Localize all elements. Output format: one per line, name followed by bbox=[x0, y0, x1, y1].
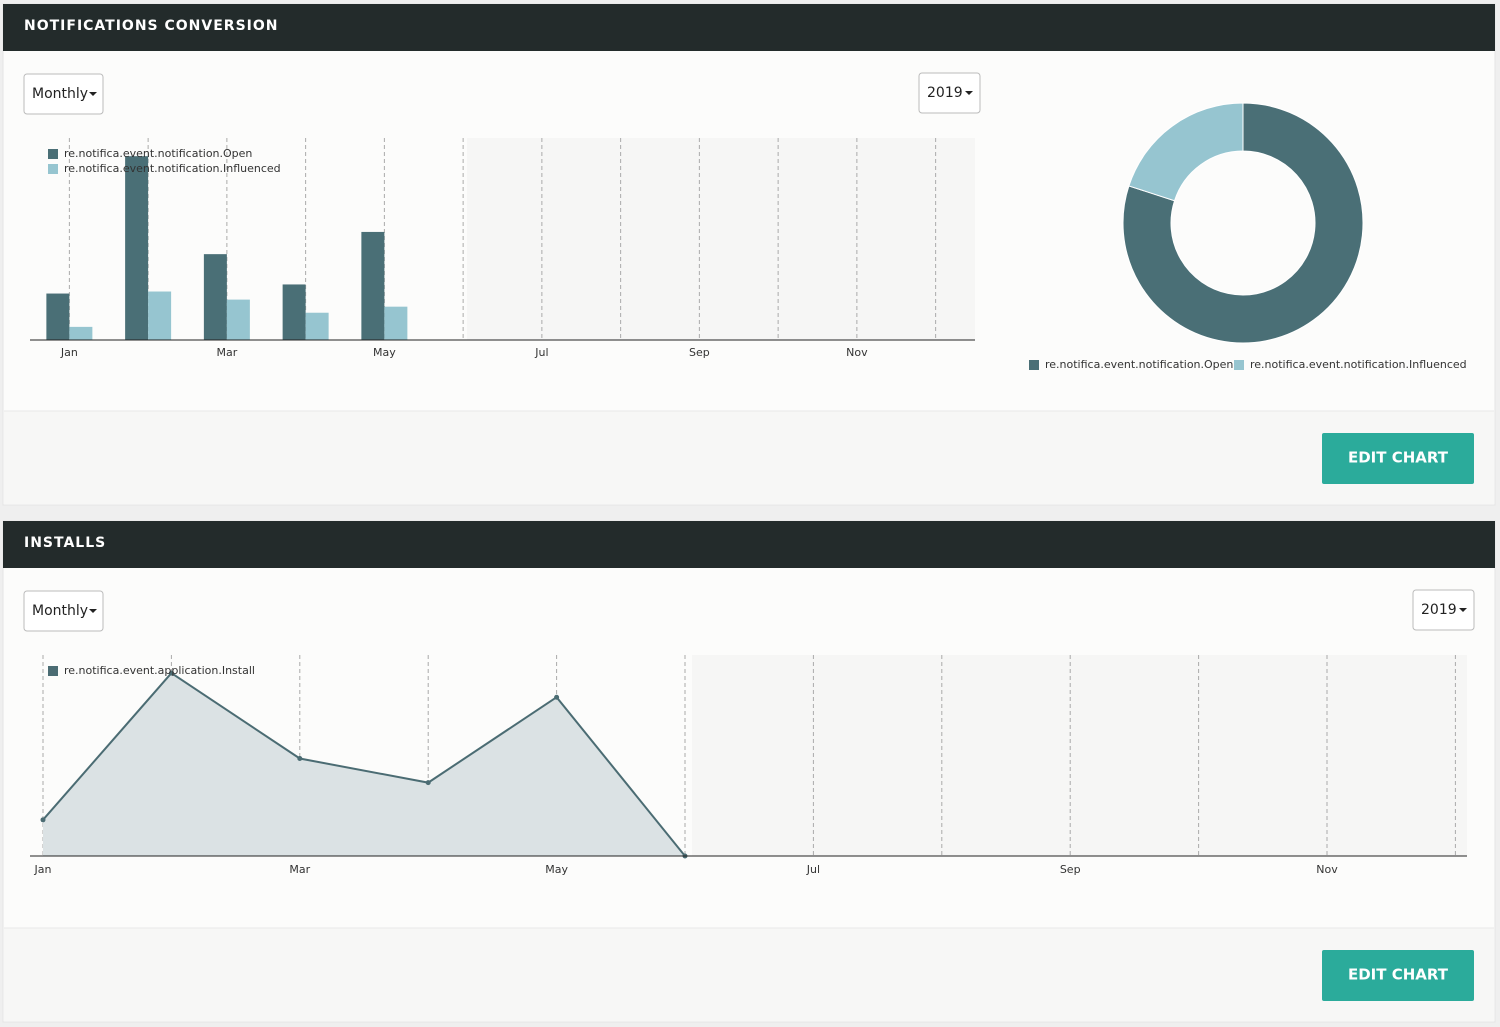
donut-slice bbox=[1128, 102, 1244, 202]
future-region bbox=[467, 138, 975, 340]
x-tick-label: Jan bbox=[60, 346, 78, 359]
point bbox=[554, 694, 560, 700]
x-tick-label: Sep bbox=[689, 346, 710, 359]
legend-label: re.notifica.event.notification.Influence… bbox=[64, 162, 281, 175]
card-footer bbox=[4, 928, 1494, 1021]
bar bbox=[282, 284, 306, 340]
point bbox=[425, 780, 431, 786]
card-title: INSTALLS bbox=[24, 535, 106, 551]
period-label[interactable]: Monthly bbox=[32, 86, 88, 102]
edit-chart-button[interactable] bbox=[1322, 433, 1474, 484]
legend-label: re.notifica.event.application.Install bbox=[64, 664, 255, 677]
legend-label: re.notifica.event.notification.Influence… bbox=[1250, 358, 1467, 371]
period-label[interactable]: Monthly bbox=[32, 603, 88, 619]
dropdown-caret bbox=[965, 91, 973, 95]
bar bbox=[305, 312, 329, 340]
x-tick-label: Jul bbox=[534, 346, 548, 359]
x-tick-label: May bbox=[545, 863, 568, 876]
year-label[interactable]: 2019 bbox=[1421, 602, 1457, 618]
x-tick-label: Mar bbox=[216, 346, 237, 359]
legend-label: re.notifica.event.notification.Open bbox=[64, 147, 252, 160]
year-dropdown[interactable] bbox=[1412, 589, 1475, 631]
line bbox=[42, 671, 686, 857]
dropdown-caret bbox=[89, 92, 97, 96]
year-dropdown[interactable] bbox=[918, 72, 981, 114]
legend-swatch bbox=[1029, 360, 1039, 370]
x-tick-label: Mar bbox=[289, 863, 310, 876]
x-tick-label: Sep bbox=[1060, 863, 1081, 876]
year-label[interactable]: 2019 bbox=[927, 85, 963, 101]
dropdown-caret bbox=[1459, 608, 1467, 612]
bar bbox=[384, 306, 408, 340]
point bbox=[297, 756, 303, 762]
x-tick-label: Jul bbox=[806, 863, 820, 876]
bar bbox=[361, 231, 385, 340]
card-footer bbox=[4, 411, 1494, 504]
period-dropdown[interactable] bbox=[23, 73, 104, 115]
future-region bbox=[692, 655, 1467, 856]
x-tick-label: Nov bbox=[1316, 863, 1338, 876]
point bbox=[40, 817, 46, 823]
bar bbox=[203, 254, 227, 340]
donut-slice bbox=[1122, 102, 1364, 344]
point bbox=[168, 670, 174, 676]
edit-chart-label[interactable]: EDIT CHART bbox=[1348, 449, 1449, 467]
period-dropdown[interactable] bbox=[23, 590, 104, 632]
card-title: NOTIFICATIONS CONVERSION bbox=[24, 18, 279, 34]
dropdown-caret bbox=[89, 609, 97, 613]
bar bbox=[148, 291, 172, 340]
bar bbox=[46, 293, 70, 340]
edit-chart-label[interactable]: EDIT CHART bbox=[1348, 966, 1449, 984]
bar bbox=[125, 156, 149, 340]
legend-swatch bbox=[1234, 360, 1244, 370]
card-header bbox=[3, 521, 1495, 568]
legend-swatch bbox=[48, 164, 58, 174]
x-tick-label: May bbox=[373, 346, 396, 359]
bar bbox=[226, 299, 250, 340]
bar bbox=[69, 326, 93, 340]
legend-swatch bbox=[48, 149, 58, 159]
legend-label: re.notifica.event.notification.Open bbox=[1045, 358, 1233, 371]
card-header bbox=[3, 4, 1495, 51]
edit-chart-button[interactable] bbox=[1322, 950, 1474, 1001]
legend-swatch bbox=[48, 666, 58, 676]
x-tick-label: Nov bbox=[846, 346, 868, 359]
x-tick-label: Jan bbox=[34, 863, 52, 876]
